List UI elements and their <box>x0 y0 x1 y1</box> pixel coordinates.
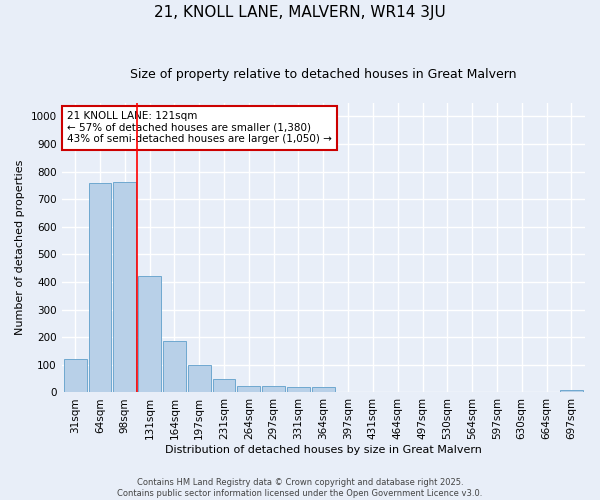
Bar <box>262 386 285 392</box>
Bar <box>312 388 335 392</box>
Bar <box>287 388 310 392</box>
Bar <box>89 183 112 392</box>
Title: Size of property relative to detached houses in Great Malvern: Size of property relative to detached ho… <box>130 68 517 80</box>
Bar <box>138 276 161 392</box>
Bar <box>64 360 86 392</box>
Bar <box>113 182 136 392</box>
Bar <box>560 390 583 392</box>
Text: 21 KNOLL LANE: 121sqm
← 57% of detached houses are smaller (1,380)
43% of semi-d: 21 KNOLL LANE: 121sqm ← 57% of detached … <box>67 111 332 144</box>
Text: 21, KNOLL LANE, MALVERN, WR14 3JU: 21, KNOLL LANE, MALVERN, WR14 3JU <box>154 5 446 20</box>
Bar <box>163 342 186 392</box>
Bar <box>212 380 235 392</box>
X-axis label: Distribution of detached houses by size in Great Malvern: Distribution of detached houses by size … <box>165 445 482 455</box>
Y-axis label: Number of detached properties: Number of detached properties <box>15 160 25 335</box>
Bar <box>188 366 211 392</box>
Bar <box>238 386 260 392</box>
Text: Contains HM Land Registry data © Crown copyright and database right 2025.
Contai: Contains HM Land Registry data © Crown c… <box>118 478 482 498</box>
